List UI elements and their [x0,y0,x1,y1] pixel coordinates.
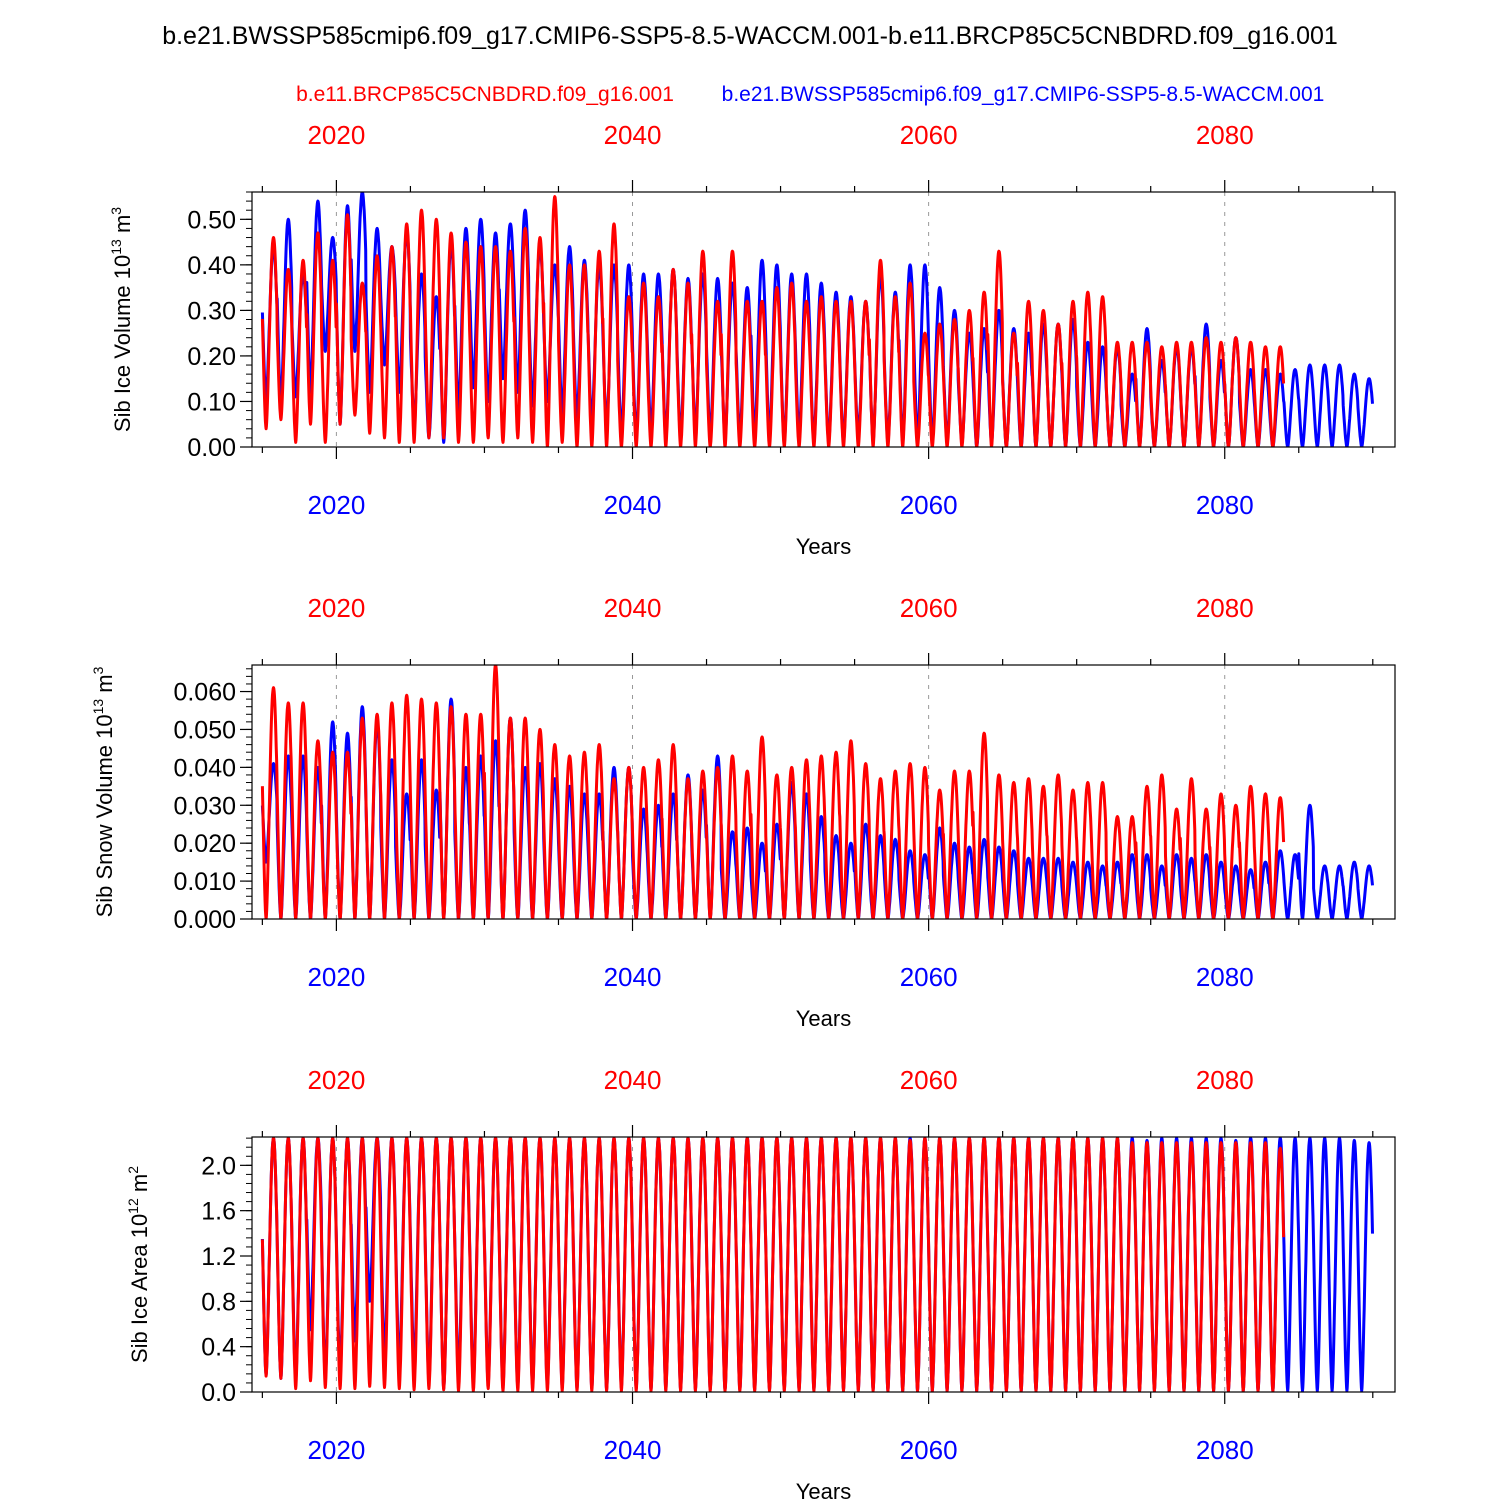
y-axis-label-part: 13 [108,239,124,255]
x-tick-label-top: 2020 [307,120,365,150]
x-tick-label-bottom: 2040 [604,1435,662,1465]
y-tick-label: 0.060 [173,679,236,707]
y-tick-label: 0.020 [173,830,236,858]
y-tick-label: 0.40 [187,252,236,280]
y-tick-label: 2.0 [201,1152,236,1180]
x-tick-label-bottom: 2080 [1196,1435,1254,1465]
y-tick-label: 1.6 [201,1198,236,1226]
y-axis-label-part: 12 [125,1198,141,1214]
x-tick-label-bottom: 2060 [900,490,958,520]
y-axis-label-part: m [92,674,117,698]
y-axis-label: Sib Ice Area 1012 m2 [125,1166,152,1363]
y-axis-label-part: m [110,215,135,239]
x-tick-label-top: 2040 [604,120,662,150]
x-tick-label-bottom: 2040 [604,962,662,992]
x-tick-label-top: 2060 [900,593,958,623]
y-axis-label-part: Sib Snow Volume 10 [92,714,117,917]
x-tick-label-bottom: 2040 [604,490,662,520]
y-axis-label-part: Sib Ice Area 10 [127,1214,152,1363]
y-tick-label: 0.040 [173,754,236,782]
y-tick-label: 0.000 [173,906,236,934]
x-tick-label-bottom: 2020 [307,962,365,992]
x-tick-label-top: 2060 [900,1065,958,1095]
y-tick-label: 0.50 [187,206,236,234]
panel-3: 0.0 0.4 0.8 1.2 1.6 2.0 2020 2020 2040 2040 2060 20… [125,1065,1396,1500]
y-axis-label-part: 3 [108,207,124,215]
series-red-3 [260,1137,1286,1392]
y-tick-label: 0.10 [187,388,236,416]
y-axis-label-part: Sib Ice Volume 10 [110,255,135,432]
y-axis-label-part: 13 [90,699,106,715]
panel-1: 0.00 0.10 0.20 0.30 0.40 0.50 2020 2020 2040 2040… [108,120,1396,559]
y-tick-label: 0.050 [173,716,236,744]
y-axis-label-part: 3 [90,666,106,674]
y-axis-label-part: 2 [125,1166,141,1174]
x-tick-label-top: 2020 [307,1065,365,1095]
plot-frame [251,664,1396,920]
series-red-2 [260,665,1286,919]
y-tick-label: 0.00 [187,434,236,462]
plot-frame [251,1136,1396,1393]
y-tick-label: 1.2 [201,1243,236,1271]
y-tick-label: 0.20 [187,343,236,371]
x-tick-label-bottom: 2080 [1196,490,1254,520]
y-tick-label: 0.4 [201,1334,236,1362]
x-tick-label-top: 2080 [1196,120,1254,150]
x-tick-label-top: 2080 [1196,593,1254,623]
series-red-1 [260,195,1286,447]
legend-blue-case: b.e21.BWSSP585cmip6.f09_g17.CMIP6-SSP5-8… [722,83,1325,106]
x-tick-label-top: 2020 [307,593,365,623]
figure-title: b.e21.BWSSP585cmip6.f09_g17.CMIP6-SSP5-8… [162,22,1338,50]
x-tick-label-top: 2080 [1196,1065,1254,1095]
x-tick-label-bottom: 2060 [900,1435,958,1465]
y-axis-label: Sib Ice Volume 1013 m3 [108,207,135,432]
x-tick-label-bottom: 2020 [307,490,365,520]
y-tick-label: 0.010 [173,868,236,896]
y-axis-label: Sib Snow Volume 1013 m3 [90,666,117,917]
x-axis-label: Years [796,1479,851,1500]
y-tick-label: 0.8 [201,1288,236,1316]
legend-red-case: b.e11.BRCP85C5CNBDRD.f09_g16.001 [296,83,674,106]
x-tick-label-top: 2040 [604,593,662,623]
x-tick-label-top: 2060 [900,120,958,150]
x-tick-label-bottom: 2020 [307,1435,365,1465]
x-tick-label-bottom: 2080 [1196,962,1254,992]
panel-2: 0.000 0.010 0.020 0.030 0.040 0.050 0.060 2020 2… [90,593,1396,1031]
x-tick-label-top: 2040 [604,1065,662,1095]
y-axis-label-part: m [127,1174,152,1198]
y-tick-label: 0.0 [201,1379,236,1407]
y-tick-label: 0.30 [187,297,236,325]
y-tick-label: 0.030 [173,792,236,820]
x-axis-label: Years [796,534,851,559]
x-tick-label-bottom: 2060 [900,962,958,992]
x-axis-label: Years [796,1006,851,1031]
